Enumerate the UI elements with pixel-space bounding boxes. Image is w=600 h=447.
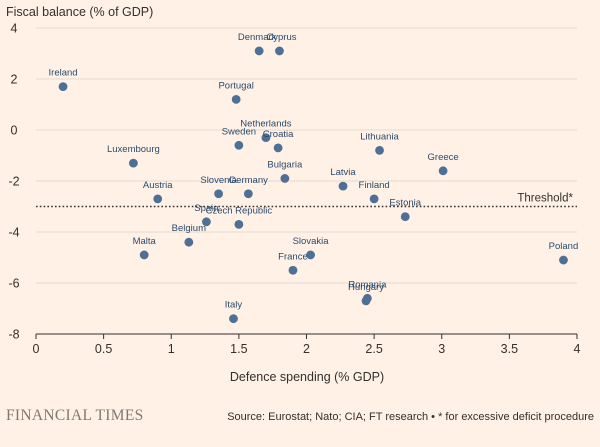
x-tick-label: 4: [574, 342, 581, 356]
y-axis-title: Fiscal balance (% of GDP): [6, 5, 153, 19]
x-tick-label: 3: [438, 342, 445, 356]
point-label: Poland: [549, 241, 579, 252]
y-tick-label: 2: [11, 73, 18, 87]
x-tick-label: 0.5: [95, 342, 112, 356]
x-axis-title: Defence spending (% GDP): [230, 370, 384, 384]
data-point: [400, 212, 410, 222]
data-point: [361, 296, 371, 306]
point-label: Bulgaria: [267, 159, 303, 170]
point-label: Spain: [194, 203, 218, 214]
point-label: Hungary: [348, 282, 384, 293]
data-point: [128, 158, 138, 168]
data-point: [229, 314, 238, 324]
point-label: Lithuania: [360, 131, 399, 142]
data-point: [214, 189, 223, 199]
data-point: [306, 250, 315, 260]
x-tick-label: 1: [168, 342, 175, 356]
data-point: [234, 140, 244, 150]
x-tick-label: 2: [303, 342, 310, 356]
data-point: [139, 250, 149, 260]
data-point: [375, 146, 384, 155]
point-label: Sweden: [222, 126, 256, 137]
gridlines: [36, 27, 577, 284]
source-note: Source: Eurostat; Nato; CIA; FT research…: [227, 411, 594, 423]
point-label: Malta: [133, 236, 157, 247]
point-label: Luxembourg: [107, 144, 160, 155]
point-label: Denmark: [238, 32, 277, 43]
data-point: [275, 46, 284, 56]
data-point: [261, 133, 271, 143]
data-points: [58, 46, 568, 324]
data-point: [273, 143, 283, 153]
data-point: [153, 194, 163, 204]
data-point: [202, 217, 211, 227]
y-tick-label: 4: [11, 22, 18, 36]
point-label: Croatia: [263, 129, 294, 140]
point-label: Romania: [348, 279, 387, 290]
point-label: Slovenia: [200, 175, 237, 186]
data-point: [254, 46, 264, 56]
point-label: Germany: [229, 175, 268, 186]
data-point: [231, 95, 241, 104]
point-label: Ireland: [49, 68, 78, 79]
point-label: Portugal: [218, 80, 253, 91]
y-tick-label: -4: [8, 226, 19, 240]
point-label: Estonia: [389, 198, 421, 209]
point-label: Finland: [359, 180, 390, 191]
y-tick-label: -8: [8, 328, 19, 342]
point-label: Latvia: [330, 167, 356, 178]
axes: 4 2 0 -2 -4 -6 -8 0 0.5 1 1.5 2 2.5 3 3.5 4: [8, 22, 580, 357]
point-label: France: [278, 251, 308, 262]
point-label: Greece: [428, 152, 459, 163]
point-label: Cyprus: [266, 32, 296, 43]
x-tick-label: 2.5: [365, 342, 382, 356]
x-tick-label: 0: [33, 342, 40, 356]
threshold: Threshold*: [36, 193, 577, 208]
data-point: [243, 189, 253, 199]
point-label: Czech Republic: [206, 205, 273, 216]
brand-logo: FINANCIAL TIMES: [6, 407, 144, 424]
x-tick-label: 3.5: [501, 342, 518, 356]
point-label: Belgium: [172, 223, 206, 234]
point-labels: IrelandDenmarkCyprusPortugalNetherlandsS…: [49, 32, 579, 311]
data-point: [280, 174, 290, 183]
y-tick-label: 0: [11, 124, 18, 138]
point-label: Slovakia: [293, 236, 330, 247]
data-point: [369, 194, 379, 204]
data-point: [288, 265, 298, 275]
y-tick-label: -6: [8, 277, 19, 291]
data-point: [184, 237, 194, 247]
data-point: [234, 219, 244, 229]
data-point: [338, 181, 348, 191]
point-label: Netherlands: [240, 119, 291, 130]
data-point: [438, 166, 448, 176]
data-point: [559, 255, 568, 265]
threshold-label: Threshold*: [517, 193, 573, 205]
y-tick-label: -2: [8, 175, 19, 189]
x-tick-label: 1.5: [230, 342, 247, 356]
point-label: Austria: [143, 180, 173, 191]
data-point: [58, 82, 68, 92]
point-label: Italy: [225, 300, 243, 311]
